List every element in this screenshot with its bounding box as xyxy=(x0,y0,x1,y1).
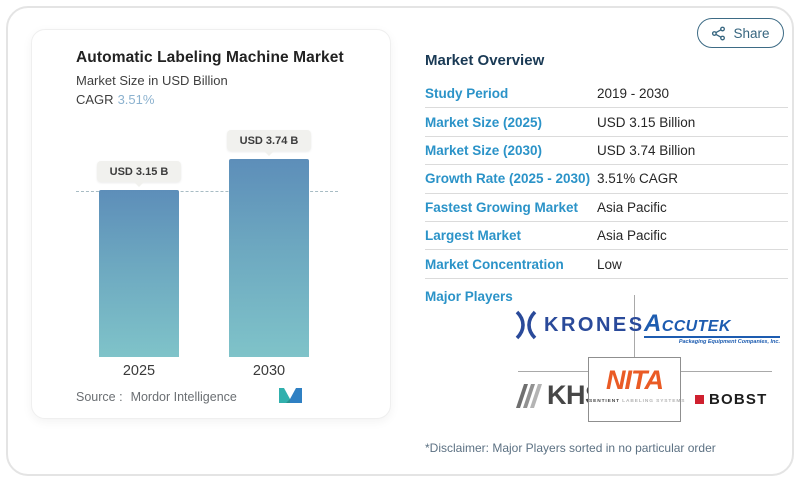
row-value: Low xyxy=(597,256,622,272)
row-label: Largest Market xyxy=(425,228,522,244)
krones-wordmark: KRONES xyxy=(544,313,645,336)
nita-tagline: SENTIENT LABELING SYSTEMS xyxy=(589,399,686,404)
logo-bobst: BOBST xyxy=(695,391,768,408)
cagr-label: CAGR xyxy=(76,92,114,107)
row-label: Fastest Growing Market xyxy=(425,199,579,215)
source-label: Source : xyxy=(76,390,123,404)
x-axis-label-2025: 2025 xyxy=(122,363,156,379)
bar-value-label: USD 3.15 B xyxy=(109,165,169,178)
row-label: Growth Rate (2025 - 2030) xyxy=(425,171,591,187)
krones-mark-icon xyxy=(515,310,537,340)
row-label: Study Period xyxy=(425,86,509,102)
row-label: Market Size (2030) xyxy=(425,142,543,158)
share-icon xyxy=(712,26,726,40)
mordor-intelligence-logo-icon xyxy=(279,388,302,403)
chart-title: Automatic Labeling Machine Market xyxy=(76,49,344,66)
bar-2025[interactable] xyxy=(99,190,179,357)
chart-cagr-line: CAGR 3.51% xyxy=(76,92,154,107)
bar-value-tooltip-2025: USD 3.15 B xyxy=(97,161,181,187)
accutek-wordmark: ACCUTEK xyxy=(644,310,731,337)
major-players-label: Major Players xyxy=(425,289,513,304)
bar-value-tooltip-2030: USD 3.74 B xyxy=(227,130,311,156)
x-axis-label-2030: 2030 xyxy=(252,363,286,379)
row-value: Asia Pacific xyxy=(597,199,667,215)
chart-card: Automatic Labeling Machine Market Market… xyxy=(31,29,391,419)
source-line: Source : Mordor Intelligence xyxy=(76,390,237,404)
disclaimer-text: *Disclaimer: Major Players sorted in no … xyxy=(425,441,716,455)
row-value: 3.51% CAGR xyxy=(597,171,679,187)
table-row: Largest Market Asia Pacific xyxy=(425,222,788,251)
table-row: Fastest Growing Market Asia Pacific xyxy=(425,194,788,222)
share-button-label: Share xyxy=(733,25,770,41)
share-button[interactable]: Share xyxy=(697,18,784,48)
logo-krones: KRONES xyxy=(514,308,645,342)
bar-value-label: USD 3.74 B xyxy=(239,134,299,147)
bobst-square-icon xyxy=(695,395,704,404)
table-row: Market Size (2025) USD 3.15 Billion xyxy=(425,108,788,137)
bobst-wordmark: BOBST xyxy=(709,391,768,408)
logo-accutek: ACCUTEK Packaging Equipment Companies, I… xyxy=(644,310,780,345)
row-value: Asia Pacific xyxy=(597,228,667,244)
row-value: USD 3.74 Billion xyxy=(597,142,696,158)
table-row: Growth Rate (2025 - 2030) 3.51% CAGR xyxy=(425,165,788,194)
cagr-value: 3.51% xyxy=(117,92,155,107)
accutek-underline xyxy=(644,336,780,338)
chart-subtitle: Market Size in USD Billion xyxy=(76,73,228,88)
bar-2030[interactable] xyxy=(229,159,309,357)
row-label: Market Size (2025) xyxy=(425,114,543,130)
market-overview-table: Study Period 2019 - 2030 Market Size (20… xyxy=(425,80,788,279)
row-value: 2019 - 2030 xyxy=(597,86,670,102)
market-overview-heading: Market Overview xyxy=(425,52,545,69)
row-label: Market Concentration xyxy=(425,256,564,272)
nita-wordmark: NITA xyxy=(606,365,664,395)
reference-dashed-line xyxy=(76,191,338,192)
row-value: USD 3.15 Billion xyxy=(597,114,696,130)
logo-nita: NITA SENTIENT LABELING SYSTEMS xyxy=(588,357,686,422)
logo-divider-vertical xyxy=(634,295,635,357)
table-row: Study Period 2019 - 2030 xyxy=(425,80,788,109)
table-row: Market Size (2030) USD 3.74 Billion xyxy=(425,137,788,166)
accutek-tagline: Packaging Equipment Companies, Inc. xyxy=(678,339,780,345)
source-value: Mordor Intelligence xyxy=(130,390,237,404)
table-row: Market Concentration Low xyxy=(425,250,788,279)
khs-mark-icon xyxy=(516,384,542,408)
